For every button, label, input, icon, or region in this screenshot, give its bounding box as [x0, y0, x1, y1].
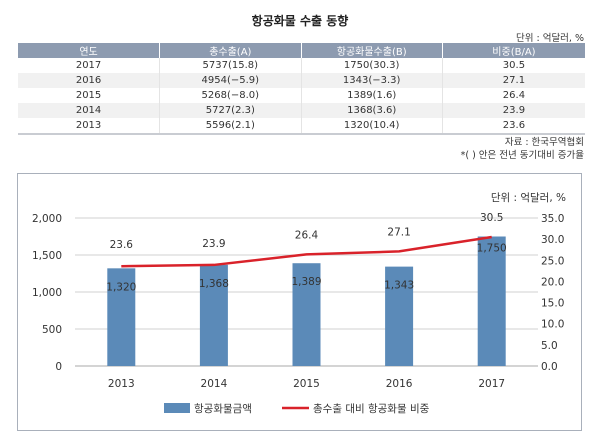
y-right-tick: 20.0 [541, 276, 564, 288]
bar-2017 [477, 236, 506, 366]
x-tick: 2016 [386, 378, 413, 390]
table-cell: 5727(2.3) [159, 103, 302, 118]
table-header: 연도 총수출(A) 항공화물수출(B) 비중(B/A) [18, 43, 585, 58]
table-cell: 2013 [18, 118, 161, 135]
line-label: 27.1 [387, 226, 410, 238]
table-cell: 1368(3.6) [301, 103, 443, 118]
legend-bar-swatch [164, 403, 190, 413]
y-right-tick: 30.0 [541, 234, 564, 246]
table-cell: 30.5 [502, 60, 526, 71]
y-left-tick: 0 [55, 361, 62, 373]
table-cell: 4954(−5.9) [159, 73, 302, 88]
ratio-line [121, 235, 492, 268]
table-cell: 1750(30.3) [301, 58, 443, 73]
column-header: 총수출(A) [159, 43, 302, 58]
x-tick: 2017 [478, 378, 505, 390]
bar-2016 [385, 266, 414, 366]
line-label: 23.6 [110, 239, 134, 251]
chart-frame [17, 173, 582, 431]
x-tick: 2013 [108, 378, 135, 390]
table-row: 2014 5727(2.3) 1368(3.6) 23.9 [18, 103, 585, 118]
table-cell: 5596(2.1) [159, 118, 302, 135]
bar-label: 1,320 [106, 281, 136, 293]
column-header: 항공화물수출(B) [301, 43, 443, 58]
y-right-tick: 10.0 [541, 319, 564, 331]
footnote: *( ) 안은 전년 동기대비 증가율 [460, 150, 584, 161]
bar-label: 1,389 [291, 276, 321, 288]
table-cell: 2016 [18, 73, 161, 88]
table-cell: 5737(15.8) [159, 58, 302, 73]
legend-line-label: 총수출 대비 항공화물 비중 [313, 403, 430, 415]
table-row: 2016 4954(−5.9) 1343(−3.3) 27.1 [18, 73, 585, 88]
table-unit: 단위 : 억달러, % [515, 33, 584, 44]
table-cell: 23.6 [442, 118, 585, 135]
bar-label: 1,368 [199, 278, 229, 290]
table-cell: 2014 [18, 103, 161, 118]
column-header: 연도 [18, 43, 161, 58]
line-label: 23.9 [202, 238, 225, 250]
export-table: 연도 총수출(A) 항공화물수출(B) 비중(B/A) 2017 5737(15.8) 1… [18, 43, 585, 135]
y-left-tick: 2,000 [32, 213, 62, 225]
y-right-tick: 35.0 [541, 213, 564, 225]
bar-label: 1,750 [477, 243, 507, 255]
table-cell: 1343(−3.3) [301, 73, 443, 88]
y-right-tick: 5.0 [541, 340, 558, 352]
x-tick: 2014 [201, 378, 228, 390]
table-cell: 23.9 [442, 103, 585, 118]
table-cell: 27.1 [442, 73, 585, 88]
line-label: 26.4 [295, 229, 319, 241]
table-cell: 1320(10.4) [301, 118, 443, 135]
table-cell: 26.4 [502, 90, 526, 101]
table-cell: 1389(1.6) [301, 88, 443, 103]
bar-2013 [107, 268, 136, 366]
line-label: 30.5 [480, 212, 503, 224]
legend-bar-label: 항공화물금액 [194, 403, 252, 415]
y-right-tick: 0.0 [541, 361, 558, 373]
table-row: 2015 5268(−8.0) 1389(1.6) 26.4 [18, 88, 585, 103]
y-right-tick: 15.0 [541, 298, 564, 310]
table-row: 2013 5596(2.1) 1320(10.4) 23.6 [18, 118, 585, 135]
chart-unit: 단위 : 억달러, % [491, 191, 566, 204]
x-tick: 2015 [293, 378, 320, 390]
y-left-tick: 1,500 [32, 250, 62, 262]
page-title: 항공화물 수출 동향 [251, 14, 349, 28]
y-left-tick: 500 [42, 324, 62, 336]
y-left-tick: 1,000 [32, 287, 62, 299]
table-cell: 2015 [18, 88, 161, 103]
source-note: 자료 : 한국무역협회 [504, 137, 584, 148]
column-header: 비중(B/A) [442, 43, 585, 58]
table-cell: 2017 [18, 58, 161, 73]
table-row: 2017 5737(15.8) 1750(30.3) 30.5 [18, 58, 585, 73]
bar-2014 [199, 264, 228, 366]
bar-label: 1,343 [384, 280, 414, 292]
y-right-tick: 25.0 [541, 255, 564, 267]
table-cell: 5268(−8.0) [159, 88, 302, 103]
bar-2015 [292, 263, 321, 366]
